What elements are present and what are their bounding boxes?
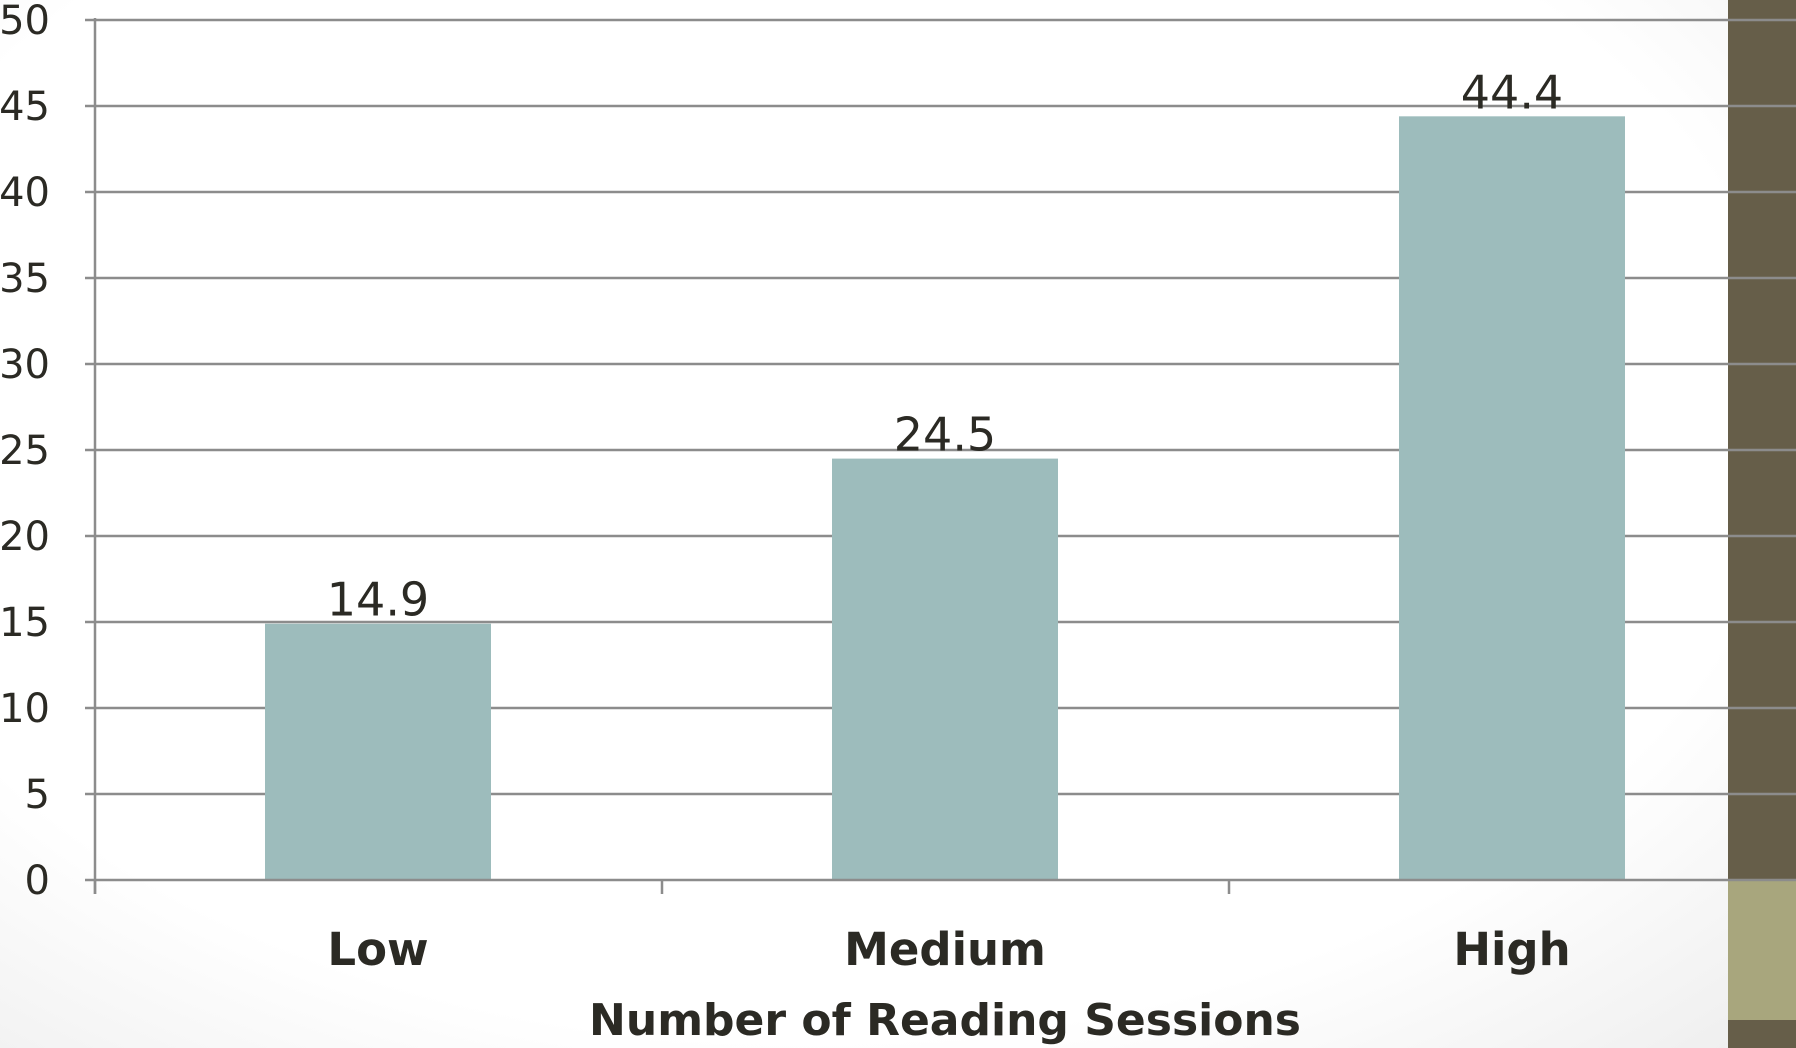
bars: [265, 116, 1625, 880]
y-tick-label: 35: [0, 256, 50, 302]
labels: 0 5 10 15 20 25 30 35 40 45 50 14.9 Low 24.5 Medium 44.…: [0, 0, 1571, 976]
side-panel-dark: [1728, 0, 1796, 880]
y-tick-label: 15: [0, 600, 50, 646]
bar-medium: [832, 458, 1058, 880]
y-tick-label: 5: [25, 772, 50, 818]
axes: [85, 18, 1796, 894]
y-tick-label: 20: [0, 514, 50, 560]
y-tick-label: 0: [25, 858, 50, 904]
y-tick-label: 50: [0, 0, 50, 44]
y-tick-label: 30: [0, 342, 50, 388]
y-tick-label: 40: [0, 170, 50, 216]
x-tick-label: Low: [327, 923, 428, 976]
x-axis-title: Number of Reading Sessions: [589, 995, 1301, 1046]
side-panel-light: [1728, 880, 1796, 1020]
data-label: 14.9: [327, 573, 429, 627]
data-label: 44.4: [1461, 65, 1563, 119]
data-label: 24.5: [894, 408, 996, 462]
x-tick-label: Medium: [844, 923, 1046, 976]
bar-low: [265, 623, 491, 880]
y-tick-label: 45: [0, 84, 50, 130]
side-panel-bottom: [1728, 1020, 1796, 1048]
x-tick-label: High: [1453, 923, 1570, 976]
y-tick-label: 25: [0, 428, 50, 474]
bar-high: [1399, 116, 1625, 880]
y-tick-label: 10: [0, 686, 50, 732]
